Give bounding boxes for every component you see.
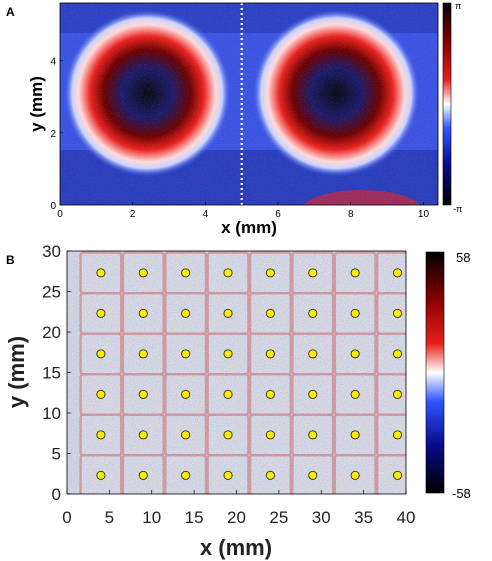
marker-point [350,308,360,318]
marker-point [138,268,148,278]
marker-point [350,430,360,440]
panel-a-axes: 0 2 4 6 8 10 0 2 4 [50,57,429,220]
marker-point [96,470,106,480]
marker-point [96,349,106,359]
marker-point [308,308,318,318]
marker-point [265,430,275,440]
marker-point [223,470,233,480]
marker-point [265,389,275,399]
panel-a-x-tick-label: 6 [275,209,281,220]
marker-point [265,308,275,318]
marker-point [223,268,233,278]
marker-point [350,268,360,278]
marker-point [308,268,318,278]
marker-point [138,308,148,318]
marker-point [392,308,403,318]
marker-point [138,470,148,480]
panel-a-y-tick-label: 2 [50,129,56,140]
panel-a-y-tick-label: 0 [50,201,56,212]
panel-a-x-tick-label: 2 [130,209,136,220]
marker-point [350,389,360,399]
panel-a-y-label: y (mm) [27,76,46,132]
panel-b-x-tick-label: 35 [354,508,373,527]
panel-b-x-tick-label: 0 [62,508,71,527]
panel-a-x-tick-label: 10 [418,209,430,220]
marker-point [223,349,233,359]
marker-point [223,389,233,399]
marker-point [138,349,148,359]
panel-b-colorbar-max-label: 58 [456,250,470,265]
marker-point [265,349,275,359]
panel-b-x-tick-label: 10 [142,508,161,527]
panel-a-colorbar: π -π [442,1,462,214]
marker-point [181,389,191,399]
panel-a-x-tick-label: 0 [57,209,63,220]
panel-b-plot [66,250,407,495]
marker-point [96,430,106,440]
marker-point [181,349,191,359]
panel-b-y-tick-label: 10 [42,404,61,423]
panel-b-y-tick-label: 15 [42,364,61,383]
marker-layer [96,268,403,480]
marker-point [308,389,318,399]
marker-point [181,268,191,278]
marker-point [96,389,106,399]
panel-a-colorbar-max-label: π [455,1,461,11]
marker-point [181,470,191,480]
panel-a-plot [59,2,439,206]
panel-a-y-tick-label: 4 [50,57,56,68]
panel-a-colorbar-min-label: -π [453,204,462,214]
panel-b-x-tick-label: 20 [227,508,246,527]
panel-b-x-tick-label: 5 [105,508,114,527]
panel-b-x-label: x (mm) [200,535,272,560]
marker-point [392,349,403,359]
marker-point [265,470,275,480]
marker-point [392,470,403,480]
marker-point [392,430,403,440]
marker-point [350,470,360,480]
panel-b-axes: 0 5 10 15 20 25 30 35 40 0 5 10 15 20 25 30 [42,242,415,527]
marker-point [138,389,148,399]
marker-point [96,308,106,318]
panel-a-label: A [6,5,15,19]
panel-b-x-tick-label: 30 [312,508,331,527]
panel-b-y-tick-label: 30 [42,242,61,261]
panel-b-x-tick-label: 25 [269,508,288,527]
marker-point [96,268,106,278]
panel-b-x-tick-label: 40 [397,508,416,527]
marker-point [392,268,403,278]
panel-a-x-tick-label: 4 [203,209,209,220]
panel-b-x-tick-label: 15 [185,508,204,527]
marker-point [350,349,360,359]
marker-point [308,470,318,480]
panel-b-y-tick-label: 5 [52,445,61,464]
marker-point [265,268,275,278]
panel-a-x-label: x (mm) [221,218,277,237]
panel-b-colorbar: 58 -58 [425,250,471,501]
panel-a-x-tick-label: 8 [348,209,354,220]
marker-point [223,430,233,440]
panel-b-label: B [6,253,15,267]
panel-b-y-label: y (mm) [4,336,29,408]
panel-b-colorbar-min-label: -58 [452,486,471,501]
marker-point [223,308,233,318]
panel-b-y-tick-label: 25 [42,283,61,302]
marker-point [308,349,318,359]
marker-point [138,430,148,440]
marker-point [181,430,191,440]
marker-point [308,430,318,440]
panel-b-y-tick-label: 0 [52,485,61,504]
marker-point [181,308,191,318]
panel-b-y-tick-label: 20 [42,323,61,342]
marker-point [392,389,403,399]
